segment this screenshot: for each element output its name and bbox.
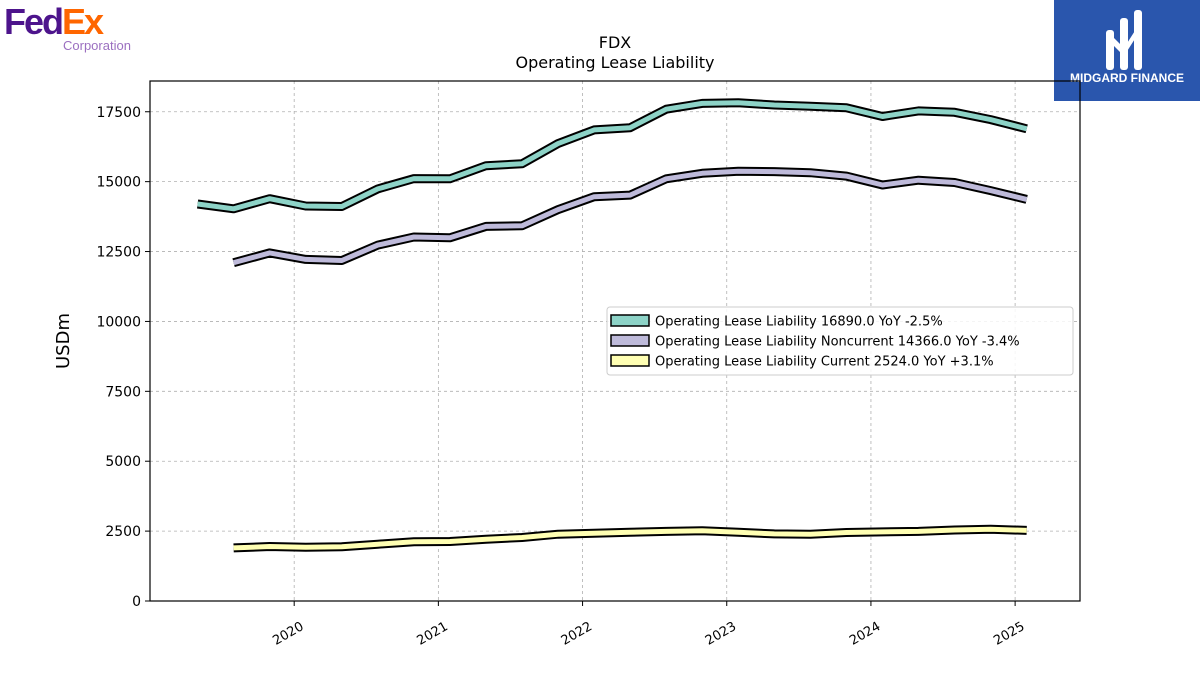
chart-subtitle: Operating Lease Liability: [515, 53, 714, 72]
legend-label: Operating Lease Liability 16890.0 YoY -2…: [655, 315, 943, 330]
watermark-logo: MIDGARD FINANCE: [1054, 0, 1200, 101]
series-line-outline: [232, 166, 1028, 268]
series-line: [197, 100, 1028, 212]
series-line: [233, 526, 1027, 551]
logo-text-fed: Fed: [4, 1, 62, 42]
midgard-logo-graphic: MIDGARD FINANCE: [1070, 10, 1184, 85]
series-line: [232, 168, 1028, 266]
legend-swatch: [610, 334, 650, 347]
series-layer: [197, 98, 1028, 553]
legend-label: Operating Lease Liability Current 2524.0…: [655, 355, 994, 370]
svg-text:FedEx: FedEx: [4, 1, 104, 42]
legend: Operating Lease Liability 16890.0 YoY -2…: [606, 306, 1074, 376]
x-tick-label: 2025: [991, 619, 1027, 649]
y-tick-label: 2500: [105, 524, 141, 540]
y-tick-label: 10000: [96, 314, 141, 330]
midgard-emblem-icon: [1106, 10, 1142, 70]
chart-title: FDX: [599, 33, 632, 52]
watermark-label: MIDGARD FINANCE: [1070, 71, 1184, 85]
y-tick-label: 7500: [105, 384, 141, 400]
y-tick-label: 15000: [96, 175, 141, 191]
company-logo: FedEx Corporation: [0, 0, 150, 60]
logo-text-ex: Ex: [62, 1, 104, 42]
x-tick-label: 2024: [847, 619, 883, 649]
x-axis-ticks: 2020 2021 2022 2023 2024 2025: [270, 601, 1027, 649]
x-tick-label: 2020: [270, 619, 306, 649]
x-tick-label: 2021: [415, 619, 451, 649]
y-axis-label: USDm: [53, 313, 74, 369]
fedex-logo-graphic: FedEx Corporation: [4, 1, 131, 53]
logo-subtitle: Corporation: [63, 38, 131, 53]
plot-frame: [149, 80, 1081, 602]
x-tick-label: 2023: [703, 619, 739, 649]
y-tick-label: 5000: [105, 454, 141, 470]
legend-swatch: [610, 354, 650, 367]
y-tick-label: 0: [132, 594, 141, 610]
legend-label: Operating Lease Liability Noncurrent 143…: [655, 335, 1020, 350]
y-axis-ticks: 0 2500 5000 7500 10000 12500 15000 17500: [96, 105, 150, 610]
y-tick-label: 12500: [96, 245, 141, 261]
legend-swatch: [610, 314, 650, 327]
y-tick-label: 17500: [96, 105, 141, 121]
legend-box: [606, 306, 1074, 376]
x-tick-label: 2022: [559, 619, 595, 649]
